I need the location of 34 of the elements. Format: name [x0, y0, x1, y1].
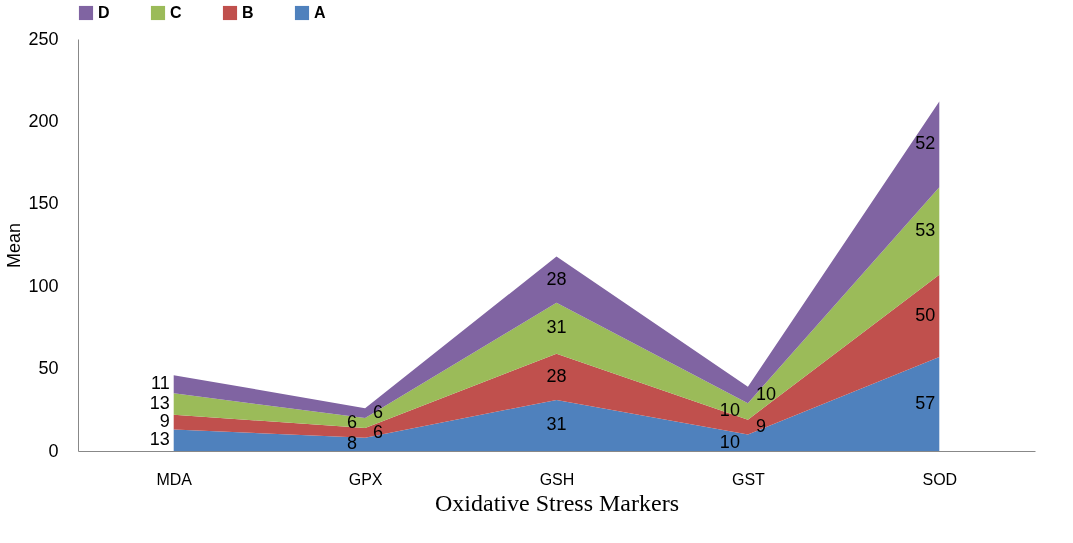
data-label: 57: [915, 393, 936, 414]
data-label: 28: [546, 268, 567, 289]
y-axis-title: Mean: [4, 222, 25, 269]
x-axis-title: Oxidative Stress Markers: [435, 489, 679, 516]
data-label: 53: [915, 219, 936, 240]
y-tick-label: 100: [28, 275, 59, 296]
y-tick-label: 200: [28, 110, 59, 131]
legend-label: C: [170, 4, 182, 21]
legend-label: A: [314, 4, 326, 21]
data-label: 28: [546, 365, 567, 386]
y-tick-label: 150: [28, 193, 59, 214]
data-label: 6: [373, 402, 384, 423]
y-tick-label: 50: [38, 358, 59, 379]
x-tick-label: GSH: [539, 470, 575, 488]
data-label: 50: [915, 304, 936, 325]
data-label: 31: [546, 414, 567, 435]
legend-label: D: [98, 4, 110, 21]
x-tick-label: SOD: [922, 470, 958, 488]
x-tick-label: MDA: [156, 470, 193, 488]
y-tick-label: 0: [48, 440, 59, 461]
data-label: 6: [347, 411, 358, 432]
data-label: 31: [546, 317, 567, 338]
x-tick-label: GST: [731, 470, 766, 488]
data-label: 11: [151, 373, 170, 394]
data-label: 10: [755, 383, 776, 404]
data-label: 52: [915, 133, 936, 154]
legend-label: B: [242, 4, 254, 21]
y-tick-label: 250: [28, 28, 59, 49]
data-label: 10: [719, 431, 740, 452]
data-label: 8: [347, 433, 358, 454]
data-label: 13: [149, 393, 170, 414]
x-tick-label: GPX: [348, 470, 383, 488]
data-label: 13: [149, 429, 170, 450]
data-label: 9: [159, 411, 170, 432]
